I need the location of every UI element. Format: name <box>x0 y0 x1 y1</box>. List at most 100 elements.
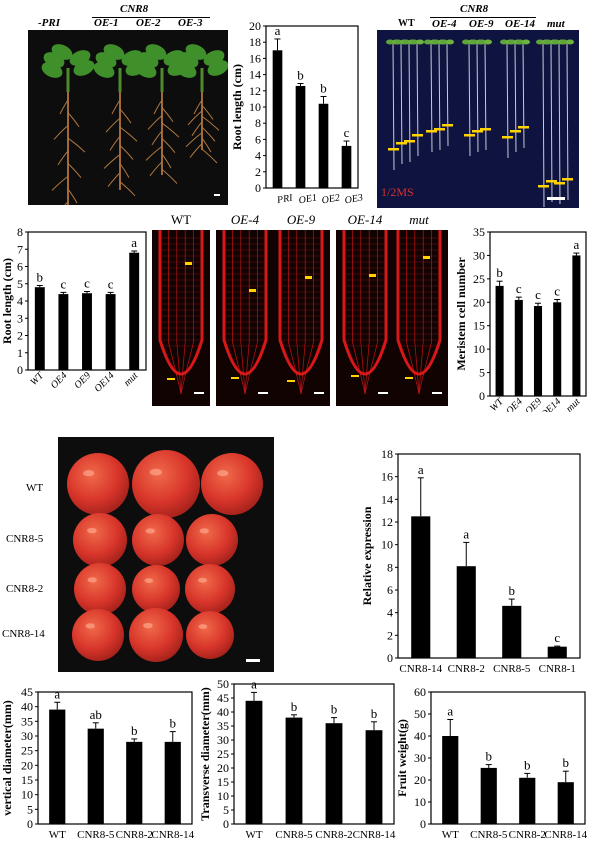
meristem-cell-number-ytick-label-1: 5 <box>479 366 485 380</box>
relative-expression-ytick-label-8: 16 <box>381 470 393 484</box>
vertical-diameter-xlabel-0: WT <box>49 829 66 841</box>
relative-expression-xlabel-0: CNR8-14 <box>399 663 442 675</box>
root-length-oe-bar-1 <box>58 294 69 370</box>
confocal-image-4 <box>390 230 448 406</box>
seedling-label-4: OE-14 <box>505 18 535 30</box>
relative-expression-ytick-label-9: 18 <box>381 447 393 461</box>
root-length-oe-xlabel-2: OE9 <box>72 370 93 391</box>
fruit-scale-bar <box>246 659 260 662</box>
gene-label-c: CNR8 <box>460 3 489 15</box>
transverse-diameter-ytick-label-2: 10 <box>217 789 229 803</box>
meristem-cell-number-letter-3: c <box>554 283 560 298</box>
vertical-diameter-xlabel-3: CNR8-14 <box>151 829 194 841</box>
root-length-pri-letter-0: a <box>275 23 281 38</box>
confocal-panel: WT OE-4 OE-9 OE-14 mut <box>152 210 456 410</box>
tomato-fruit <box>67 453 129 515</box>
tomato-fruit <box>201 453 263 515</box>
meristem-cell-number-bar-3 <box>553 302 562 396</box>
vertical-diameter-letter-3: b <box>170 716 177 731</box>
vertical-diameter-ytick-label-2: 10 <box>21 788 33 802</box>
root-length-pri-bar-1 <box>295 85 306 188</box>
tomato-fruit <box>72 609 124 661</box>
fruit-weight-ytick-label-2: 20 <box>414 773 426 787</box>
root-length-oe-xlabel-4: mut <box>122 370 141 389</box>
fruit-weight-letter-3: b <box>563 755 570 770</box>
gene-underline-c <box>430 17 536 18</box>
root-length-oe-xlabel-1: OE4 <box>49 370 70 391</box>
meristem-cell-number-ytick-label-2: 10 <box>473 342 485 356</box>
root-length-pri-ytick-label-7: 14 <box>249 68 261 82</box>
transverse-diameter-letter-0: a <box>251 676 257 691</box>
fruit-weight-xlabel-3: CNR8-14 <box>544 829 587 841</box>
chart-root-length-pri: 0 2 4 6 8 10 12 14 16 18 20 Root length (cm) a PRI b OE… <box>230 16 370 222</box>
tomato-fruit <box>185 564 235 614</box>
tomato-fruit <box>132 514 184 566</box>
relative-expression-bar-0 <box>411 516 431 658</box>
seedling-label-2: OE-4 <box>432 18 457 30</box>
root-length-pri-letter-1: b <box>297 68 304 83</box>
root-length-pri-letter-3: c <box>344 125 350 140</box>
medium-label: 1/2MS <box>381 185 414 199</box>
relative-expression-letter-0: a <box>418 462 424 477</box>
confocal-image-3 <box>336 230 394 406</box>
root-length-oe-bar-2 <box>82 293 92 370</box>
fruit-row-label-3: CNR8-2 <box>6 583 44 595</box>
vertical-diameter-letter-1: ab <box>90 707 102 722</box>
tomato-fruit-photo <box>58 437 274 672</box>
vertical-diameter-bar-1 <box>87 728 104 824</box>
confocal-label-0: WT <box>171 212 191 227</box>
vertical-diameter-ytick-label-4: 20 <box>21 758 33 772</box>
root-length-oe-ylabel: Root length (cm) <box>0 258 14 344</box>
meristem-cell-number-xlabel-1: OE4 <box>504 396 525 412</box>
fruit-row-label-2: CNR8-5 <box>6 533 44 545</box>
meristem-cell-number-xlabel-4: mut <box>564 396 583 412</box>
seedling-scale-bar <box>547 197 565 200</box>
root-length-oe-letter-0: b <box>37 269 44 284</box>
relative-expression-ytick-label-5: 10 <box>381 538 393 552</box>
fruit-weight-xlabel-2: CNR8-2 <box>509 829 546 841</box>
relative-expression-xlabel-1: CNR8-2 <box>448 663 485 675</box>
vertical-diameter-ylabel: vertical diameter(mm) <box>0 700 14 816</box>
vertical-diameter-bar-2 <box>126 741 143 824</box>
root-length-oe-ytick-label-4: 4 <box>17 294 23 308</box>
transverse-diameter-letter-2: b <box>331 702 338 717</box>
transverse-diameter-bar-1 <box>285 717 303 824</box>
vertical-diameter-ytick-label-8: 40 <box>21 700 33 714</box>
fruit-weight-ytick-label-3: 30 <box>414 751 426 765</box>
fruit-weight-ylabel: Fruit weight(g) <box>395 719 409 797</box>
relative-expression-frame <box>397 453 581 659</box>
root-length-pri-ytick-label-9: 18 <box>249 35 261 49</box>
fruit-weight-xlabel-1: CNR8-5 <box>470 829 508 841</box>
tomato-fruit <box>74 563 126 615</box>
fruit-weight-letter-2: b <box>524 757 531 772</box>
tomato-illustration <box>67 450 263 662</box>
root-length-oe-ytick-label-6: 6 <box>17 260 23 274</box>
relative-expression-ytick-label-2: 4 <box>387 606 393 620</box>
vertical-diameter-bar-0 <box>49 709 66 824</box>
seedling-label-3: OE-9 <box>469 18 494 30</box>
fruit-row-label-4: CNR8-14 <box>2 628 45 640</box>
root-length-oe-ytick-label-0: 0 <box>17 363 23 377</box>
transverse-diameter-xlabel-2: CNR8-2 <box>315 829 352 841</box>
root-length-oe-bar-0 <box>34 287 45 370</box>
tomato-fruit <box>129 608 183 662</box>
plant-label-1: -PRI <box>38 17 60 29</box>
root-length-pri-ytick-label-3: 6 <box>255 132 261 146</box>
transverse-diameter-bar-2 <box>325 723 343 824</box>
chart-meristem-cell-number: 0 5 10 15 20 25 30 35 Meristem cell number b WT c OE… <box>454 222 595 421</box>
transverse-diameter-ytick-label-7: 35 <box>217 719 229 733</box>
vertical-diameter-ytick-label-9: 45 <box>21 685 33 699</box>
confocal-label-1: OE-4 <box>231 212 260 227</box>
root-length-pri-ytick-label-0: 0 <box>255 181 261 195</box>
transverse-diameter-ytick-label-0: 0 <box>223 817 229 831</box>
confocal-image-2 <box>272 230 330 406</box>
meristem-cell-number-letter-1: c <box>516 281 522 296</box>
seedling-label-1: WT <box>398 18 415 29</box>
relative-expression-bar-2 <box>502 605 522 658</box>
gene-underline-a <box>92 17 210 18</box>
transverse-diameter-bar-0 <box>245 700 263 824</box>
meristem-cell-number-ytick-label-7: 35 <box>473 225 485 239</box>
transverse-diameter-ytick-label-4: 20 <box>217 761 229 775</box>
vertical-diameter-letter-2: b <box>131 723 138 738</box>
root-length-oe-letter-3: c <box>108 276 114 291</box>
